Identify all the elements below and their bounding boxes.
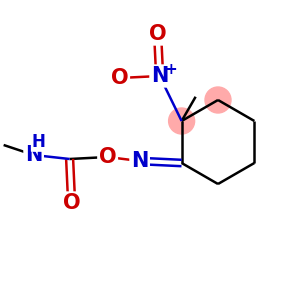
Text: O: O — [111, 68, 128, 88]
Text: N: N — [131, 151, 148, 171]
Text: N: N — [151, 66, 168, 86]
Text: H: H — [32, 133, 46, 151]
Text: O: O — [149, 24, 167, 44]
Text: N: N — [25, 145, 42, 165]
Text: O: O — [63, 193, 80, 213]
Circle shape — [169, 108, 195, 134]
Circle shape — [205, 87, 231, 113]
Text: +: + — [164, 61, 177, 76]
Text: O: O — [99, 147, 116, 167]
